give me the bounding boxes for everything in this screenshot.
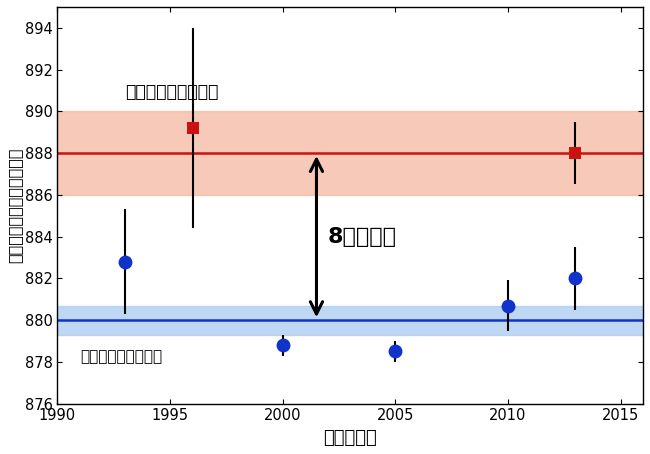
Y-axis label: 中性子寿命の測定値（秒）: 中性子寿命の測定値（秒） — [7, 148, 22, 263]
Bar — [57, 306, 643, 335]
Bar — [57, 111, 643, 195]
Text: 超冷中性子蓄積実験: 超冷中性子蓄積実験 — [80, 350, 162, 365]
Text: 8秒のズレ: 8秒のズレ — [328, 227, 396, 247]
Text: 冷中性子ビーム実験: 冷中性子ビーム実験 — [125, 83, 218, 101]
X-axis label: 論文発表年: 論文発表年 — [324, 429, 377, 447]
